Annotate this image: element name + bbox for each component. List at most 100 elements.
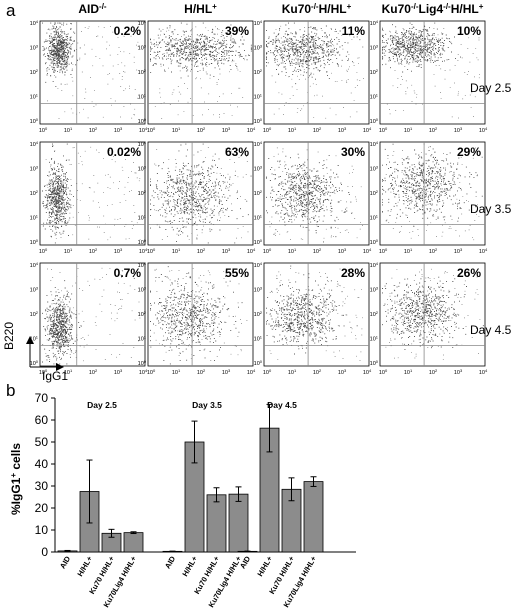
x-tick-label: 102 [89,368,98,377]
y-tick-label: 101 [138,334,147,343]
x-tick-label: 103 [114,126,123,135]
sparse-events [269,268,363,361]
genotype-title: Ku70-/-H/HL+ [282,2,352,17]
igg1-percentage: 63% [225,145,249,159]
x-tick-label: 101 [64,247,73,256]
y-tick-label: 10 [35,523,49,537]
x-tick-label: 102 [89,126,98,135]
igg1-percentage: 0.02% [107,145,141,159]
cell-events [382,22,461,73]
x-tick-label: 104 [139,368,148,377]
igg1-percentage: 55% [225,266,249,280]
y-tick-label: 104 [138,260,147,269]
x-tick-label: 104 [363,368,372,377]
x-tick-label: 101 [172,368,181,377]
x-tick-label: 104 [247,247,256,256]
x-tick-label: 102 [197,368,206,377]
sparse-events [385,268,481,361]
y-tick-label: 40 [35,457,49,471]
x-tick-label: 101 [288,247,297,256]
category-label: H/HL+ [75,554,94,578]
x-tick-label: 104 [247,126,256,135]
y-tick-label: 100 [254,117,263,126]
y-tick-label: 102 [254,309,263,318]
panel-a-letter: a [6,1,16,20]
x-arrowhead [56,363,64,371]
x-tick-label: 102 [429,247,438,256]
y-tick-label: 103 [30,43,39,52]
plot-frame [147,262,254,367]
y-tick-label: 104 [254,18,263,27]
genotype-title: AID-/- [78,2,107,17]
y-tick-label: 101 [254,334,263,343]
cell-events [150,143,252,244]
y-tick-label: 100 [30,117,39,126]
y-tick-label: 104 [370,18,379,27]
y-tick-label: 103 [138,164,147,173]
x-tick-label: 104 [139,247,148,256]
y-tick-label: 103 [30,164,39,173]
y-tick-label: 104 [370,139,379,148]
cell-events [382,274,484,351]
y-tick-label: 101 [30,334,39,343]
y-tick-label: 102 [30,188,39,197]
y-tick-label: 104 [370,260,379,269]
y-tick-label: 103 [254,285,263,294]
cell-events [266,153,352,243]
sparse-events [154,147,249,240]
x-tick-label: 102 [429,368,438,377]
y-tick-label: 100 [370,238,379,247]
x-tick-label: 104 [479,247,488,256]
sparse-events [386,26,481,119]
y-tick-label: 101 [370,334,379,343]
x-tick-label: 103 [338,368,347,377]
bar [228,493,249,553]
y-tick-label: 103 [370,164,379,173]
y-tick-label: 101 [370,213,379,222]
plot-frame [379,141,486,246]
sparse-events [45,146,141,241]
igg1-percentage: 30% [341,145,365,159]
panel-b-letter: b [6,381,15,400]
y-tick-label: 100 [254,359,263,368]
y-tick-label: 101 [30,92,39,101]
y-tick-label: 103 [254,43,263,52]
cell-events [42,280,82,365]
x-axis-label-igg1: IgG1 [42,369,68,383]
x-tick-label: 104 [363,126,372,135]
y-tick-label: 100 [370,359,379,368]
day-label: Day 2.5 [470,81,512,95]
y-axis-title: %IgG1+ cells [9,443,24,515]
x-tick-label: 104 [479,368,488,377]
plot-frame [147,141,254,246]
x-tick-label: 101 [172,247,181,256]
cell-events [42,143,78,244]
x-tick-label: 100 [379,126,388,135]
sparse-events [45,267,141,362]
igg1-percentage: 28% [341,266,365,280]
category-label: AID [238,554,253,570]
y-tick-label: 70 [35,391,49,405]
x-tick-label: 104 [363,247,372,256]
y-tick-label: 104 [138,18,147,27]
x-tick-label: 100 [263,247,272,256]
x-tick-label: 100 [263,368,272,377]
y-tick-label: 104 [30,18,39,27]
y-tick-label: 102 [254,188,263,197]
y-tick-label: 30 [35,479,49,493]
sparse-events [153,268,248,361]
x-tick-label: 102 [313,126,322,135]
y-tick-label: 102 [138,188,147,197]
y-axis-label-b220: B220 [2,322,16,350]
cell-events [266,22,361,85]
y-tick-label: 103 [138,285,147,294]
igg1-percentage: 0.7% [114,266,142,280]
x-tick-label: 102 [197,126,206,135]
x-tick-label: 103 [338,247,347,256]
